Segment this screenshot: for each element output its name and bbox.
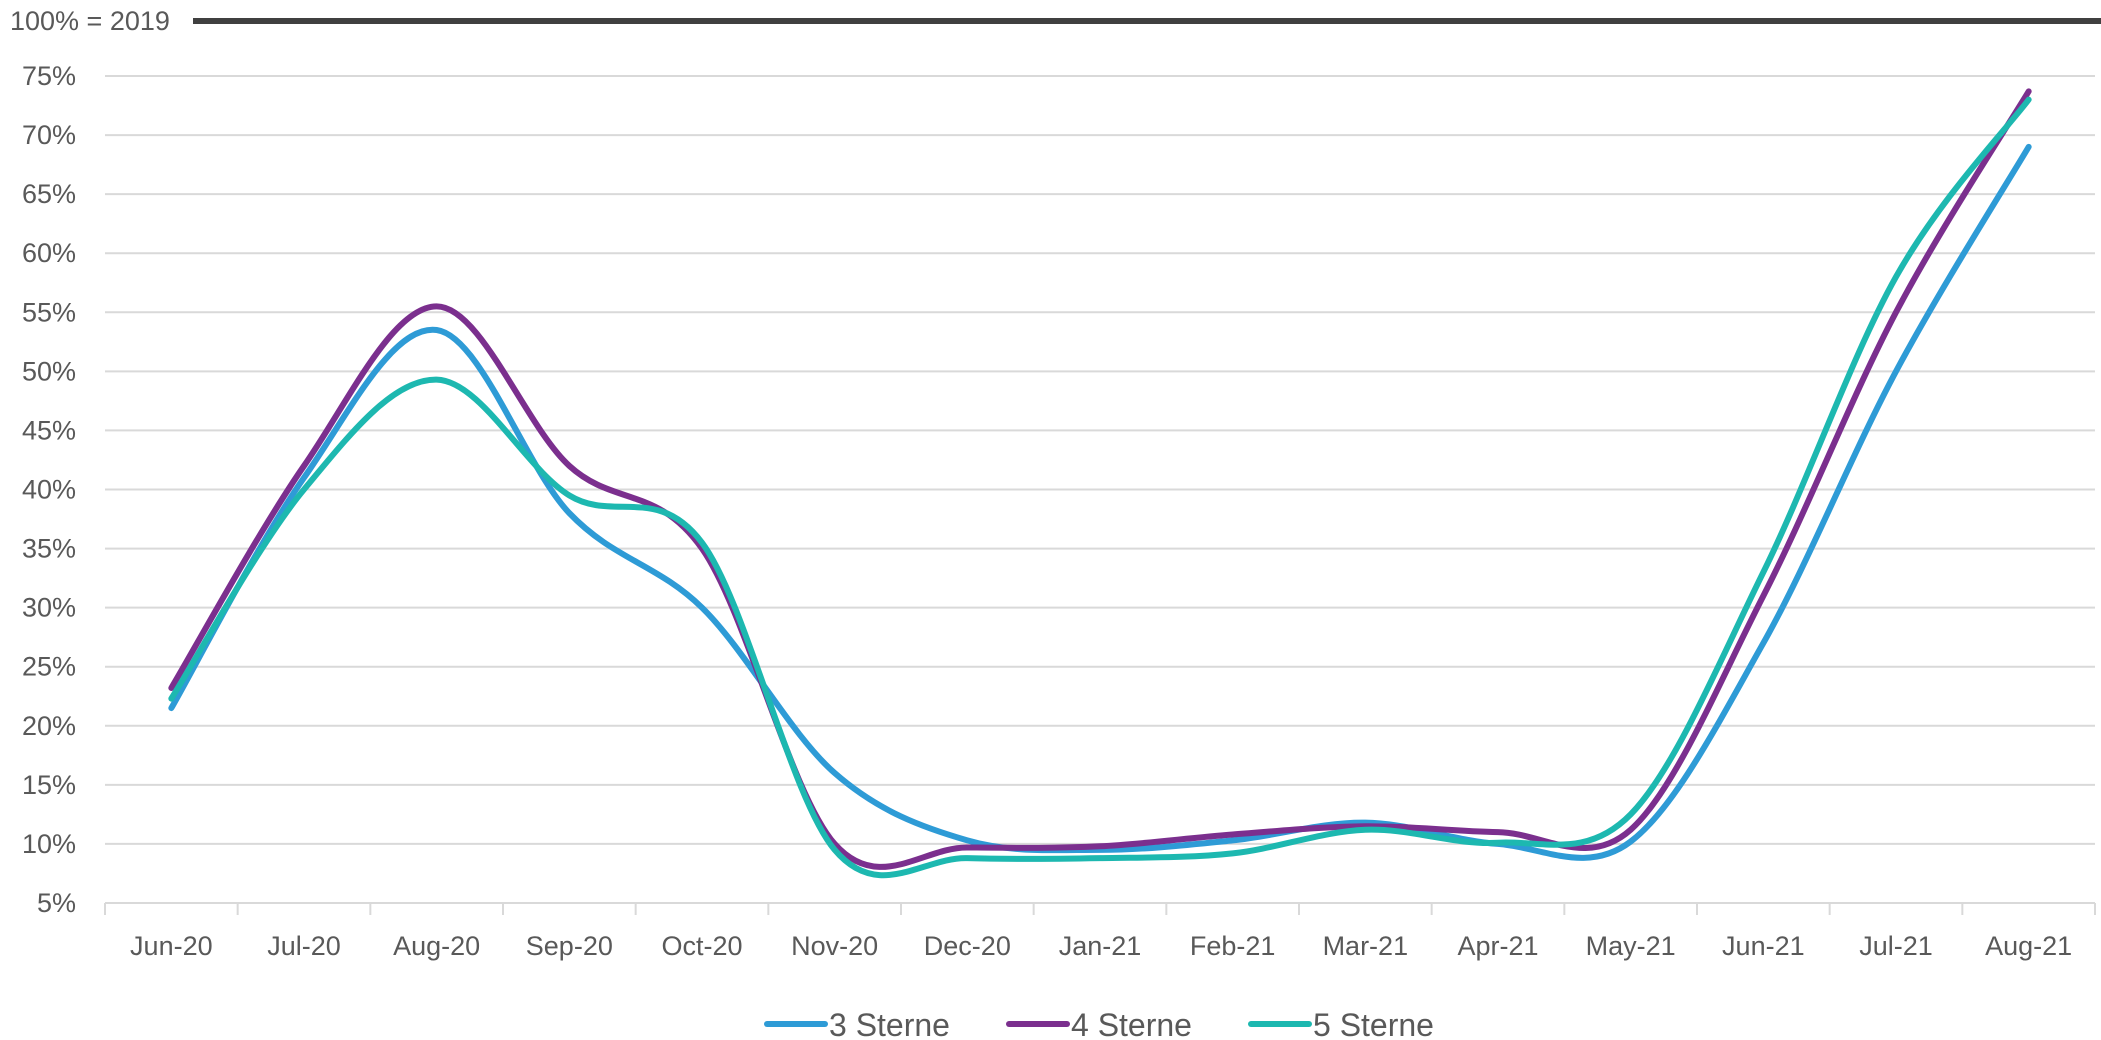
x-tick-label: Jun-21 (1722, 931, 1805, 961)
reference-line-label: 100% = 2019 (10, 6, 170, 36)
series-line-3-sterne (168, 143, 2032, 861)
y-tick-label: 30% (22, 593, 76, 623)
y-tick-label: 35% (22, 534, 76, 564)
y-tick-label: 5% (37, 888, 76, 918)
series-line-5-sterne (168, 96, 2032, 879)
y-tick-label: 10% (22, 829, 76, 859)
x-tick-label: Jul-21 (1859, 931, 1933, 961)
y-tick-label: 70% (22, 120, 76, 150)
x-tick-label: Jul-20 (267, 931, 341, 961)
x-tick-label: Mar-21 (1323, 931, 1409, 961)
y-tick-label: 20% (22, 711, 76, 741)
x-tick-label: Oct-20 (661, 931, 742, 961)
x-tick-label: Aug-21 (1985, 931, 2072, 961)
x-tick-label: Jan-21 (1059, 931, 1142, 961)
legend-label: 3 Sterne (829, 1007, 950, 1040)
gridlines (105, 75, 2095, 845)
legend: 3 Sterne 4 Sterne 5 Sterne (764, 1007, 1434, 1040)
y-tick-label: 55% (22, 297, 76, 327)
series-lines (168, 88, 2032, 879)
y-tick-label: 40% (22, 475, 76, 505)
x-tick-label: Feb-21 (1190, 931, 1276, 961)
legend-item-5-sterne: 5 Sterne (1248, 1007, 1434, 1040)
legend-item-4-sterne: 4 Sterne (1006, 1007, 1192, 1040)
x-tick-label: Nov-20 (791, 931, 878, 961)
y-tick-label: 15% (22, 770, 76, 800)
x-tick-label: Dec-20 (924, 931, 1011, 961)
y-tick-label: 45% (22, 415, 76, 445)
y-tick-label: 50% (22, 356, 76, 386)
x-tick-label: Jun-20 (130, 931, 213, 961)
x-tick-label: May-21 (1586, 931, 1676, 961)
legend-label: 5 Sterne (1313, 1007, 1434, 1040)
y-tick-label: 65% (22, 179, 76, 209)
reference-line-group: 100% = 2019 (10, 6, 2101, 36)
x-tick-label: Apr-21 (1457, 931, 1538, 961)
x-axis (104, 902, 2096, 915)
legend-label: 4 Sterne (1071, 1007, 1192, 1040)
series-line-4-sterne (168, 88, 2032, 870)
y-tick-label: 60% (22, 238, 76, 268)
legend-item-3-sterne: 3 Sterne (764, 1007, 950, 1040)
y-tick-label: 75% (22, 61, 76, 91)
x-tick-label: Aug-20 (393, 931, 480, 961)
y-axis-tick-labels: 5% 10% 15% 20% 25% 30% 35% 40% 45% 50% 55% 60% 65% 70… (22, 61, 76, 918)
x-axis-tick-labels: Jun-20 Jul-20 Aug-20 Sep-20 Oct-20 Nov-20 Dec-… (130, 931, 2072, 961)
x-tick-label: Sep-20 (526, 931, 613, 961)
y-tick-label: 25% (22, 652, 76, 682)
